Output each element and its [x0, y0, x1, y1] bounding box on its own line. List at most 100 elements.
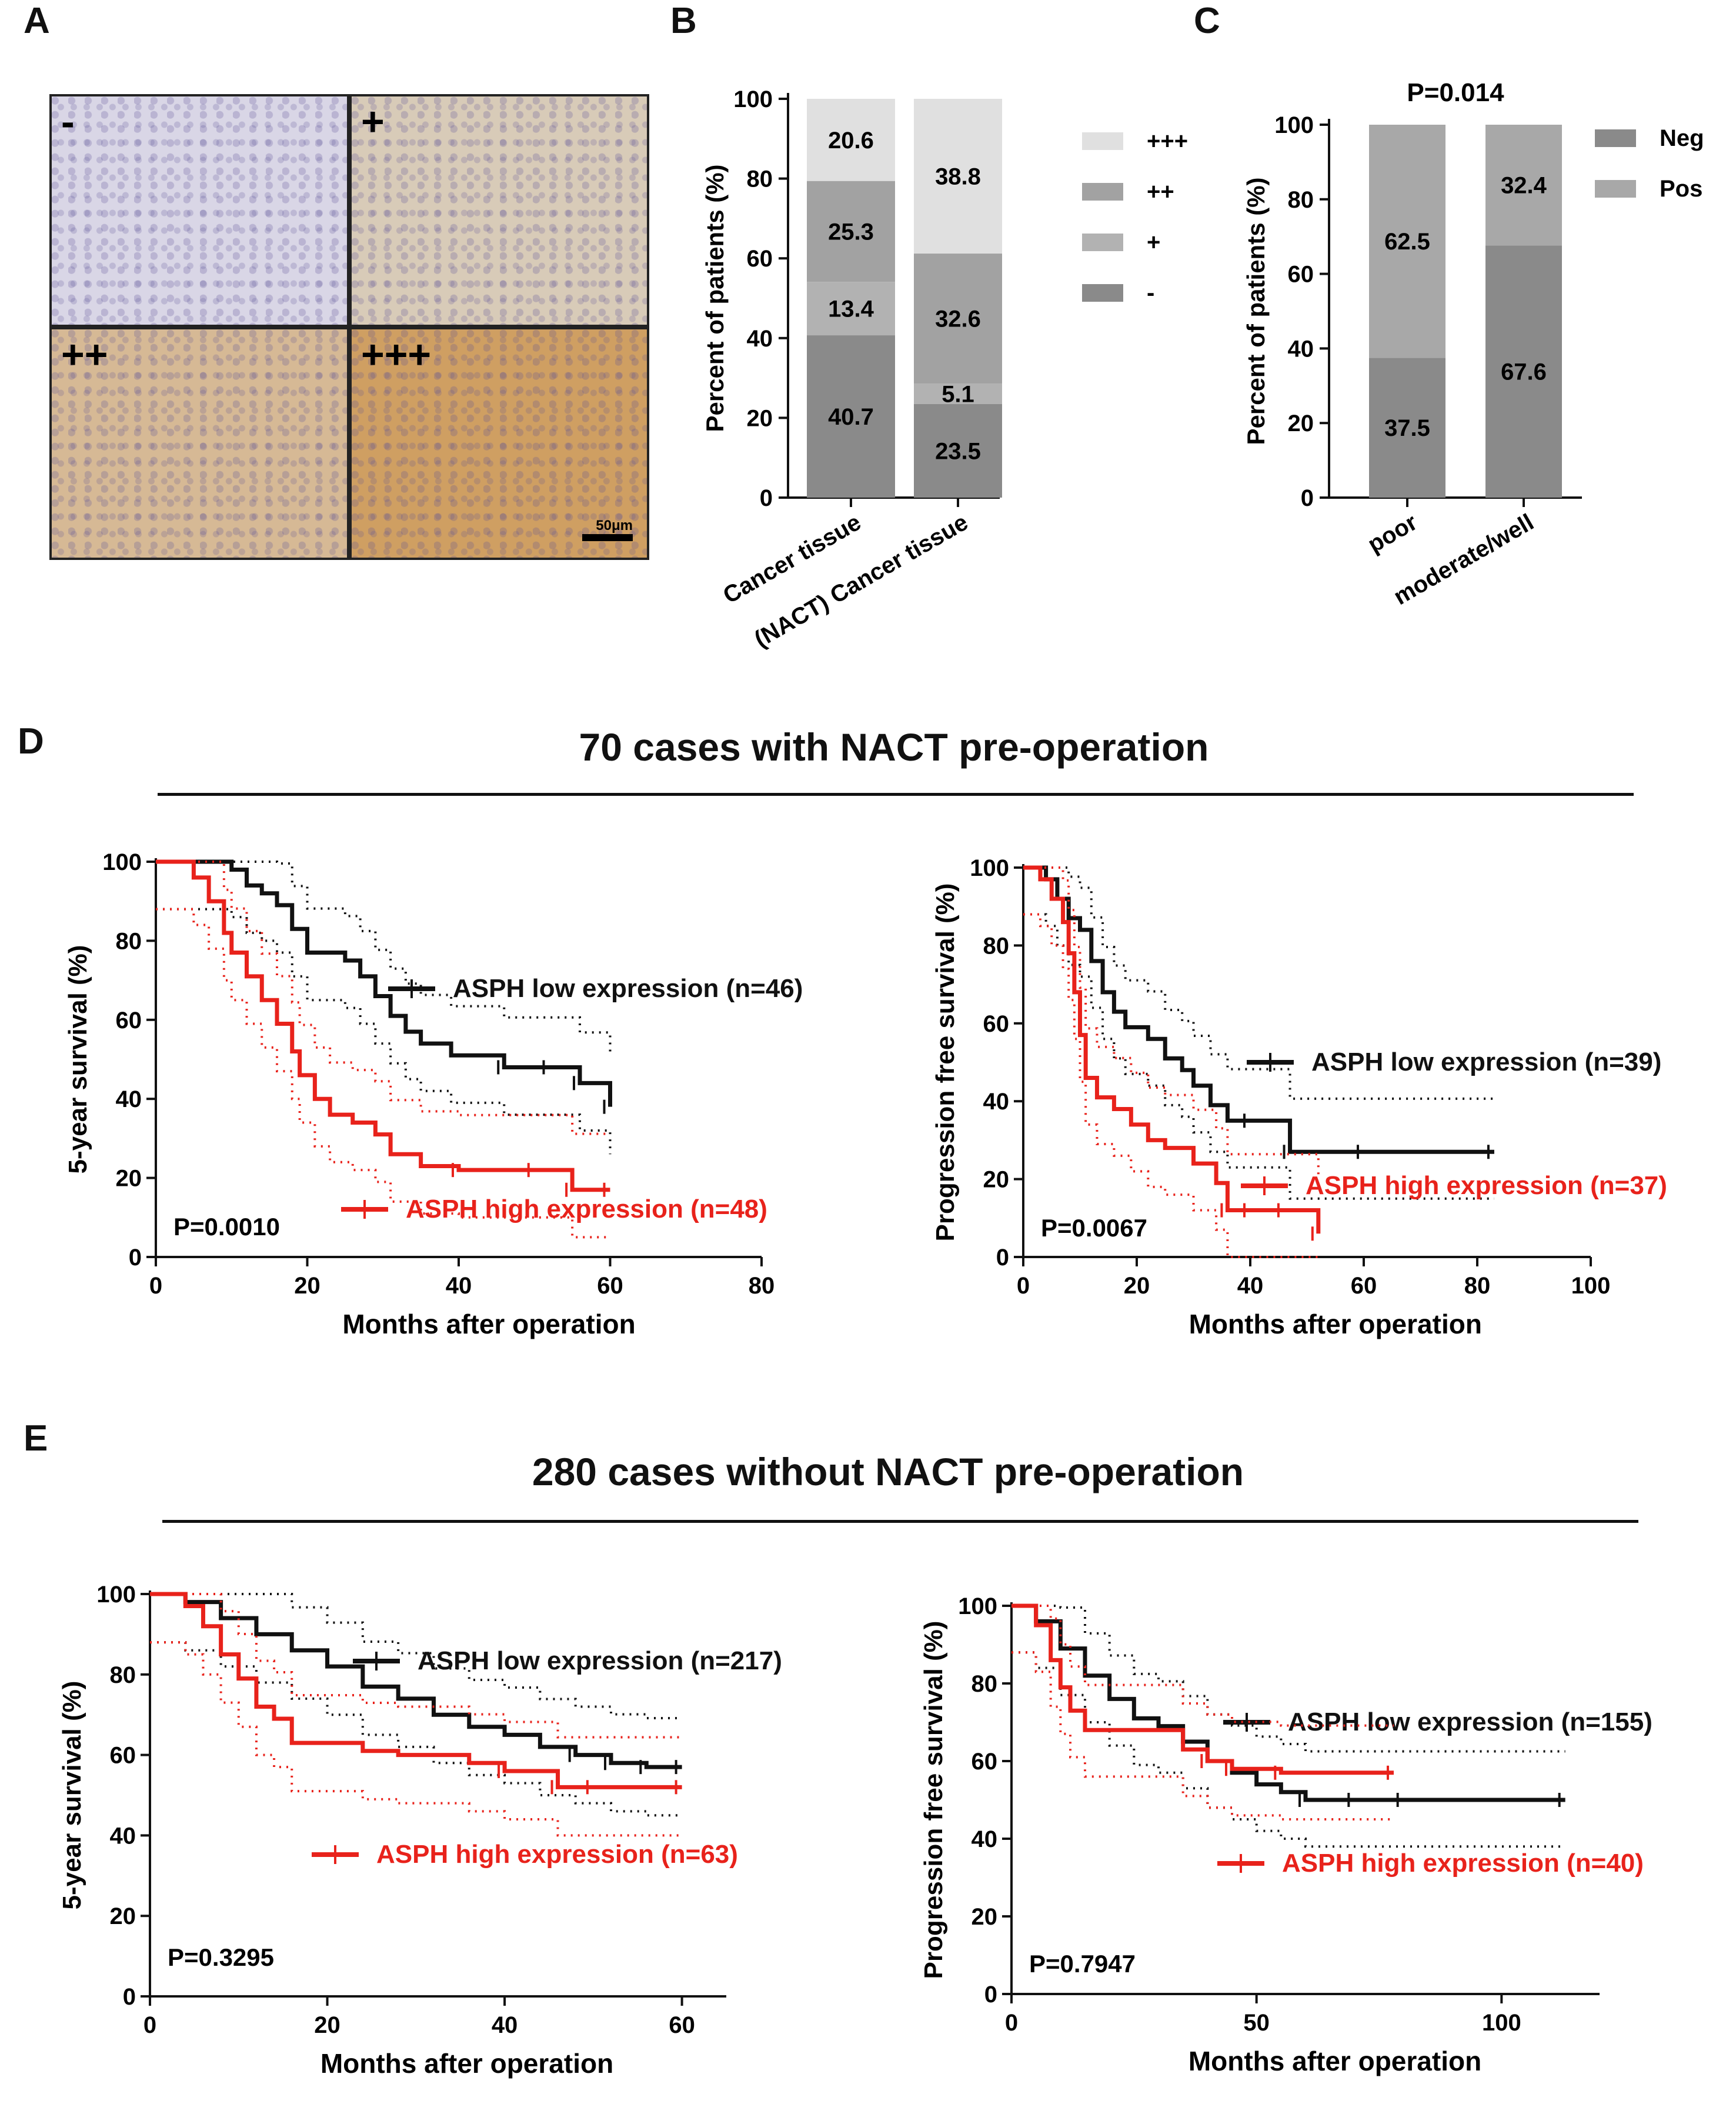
x-tick-label: 20	[294, 1273, 321, 1299]
y-tick-label: 0	[1301, 485, 1314, 511]
y-axis-label: 5-year survival (%)	[64, 945, 92, 1174]
data-label: 20.6	[828, 128, 874, 154]
legend-label: -	[1147, 280, 1154, 306]
y-tick-label: 60	[972, 1749, 998, 1775]
scale-bar-label: 50μm	[596, 518, 633, 533]
x-tick-label: 100	[1571, 1273, 1611, 1299]
y-tick-label: 40	[110, 1823, 136, 1849]
data-label: 25.3	[828, 219, 874, 245]
ihc-tile-label: +	[361, 99, 385, 144]
y-tick-label: 0	[996, 1245, 1009, 1271]
ci-lower-line	[156, 908, 612, 1155]
y-tick-label: 0	[760, 485, 773, 511]
section-d-title: 70 cases with NACT pre-operation	[579, 725, 1209, 769]
y-axis-label: Percent of patients (%)	[1242, 177, 1270, 445]
panel-letter-e: E	[24, 1418, 48, 1459]
y-tick-label: 0	[129, 1245, 142, 1271]
bar-segment	[1369, 125, 1445, 358]
chart-title: P=0.014	[1407, 78, 1504, 107]
y-tick-label: 20	[747, 405, 773, 431]
bar-segment	[807, 181, 895, 282]
y-tick-label: 100	[102, 849, 142, 875]
survival-curve	[156, 859, 612, 1107]
x-tick-label: 60	[1351, 1273, 1377, 1299]
legend-label: Pos	[1660, 176, 1702, 202]
scale-bar	[582, 534, 633, 541]
legend-label: ASPH low expression (n=217)	[418, 1646, 782, 1675]
data-label: 40.7	[828, 404, 874, 430]
y-tick-label: 60	[116, 1008, 142, 1033]
y-tick-label: 40	[1288, 336, 1314, 362]
bar-segment	[807, 282, 895, 336]
ihc-tile-neg: -	[49, 94, 349, 327]
y-axis-label: 5-year survival (%)	[58, 1681, 86, 1910]
legend-swatch	[1595, 180, 1636, 198]
legend-swatch	[1082, 132, 1123, 150]
x-tick-label: 100	[1482, 2010, 1521, 2036]
panel-letter-a: A	[24, 1, 50, 41]
y-tick-label: 60	[1288, 262, 1314, 288]
bar-segment	[807, 335, 895, 498]
y-axis-label: Percent of patients (%)	[701, 164, 729, 432]
chart-d-overall-survival: 0 20 40 60 80 100 0 20 40 60 80 Months after operat…	[64, 849, 803, 1339]
x-axis-label: Months after operation	[342, 1309, 635, 1339]
y-tick-label: 40	[972, 1826, 998, 1852]
bar-segment	[1485, 245, 1562, 498]
legend-label: ASPH low expression (n=39)	[1311, 1048, 1661, 1076]
data-label: 5.1	[942, 381, 974, 407]
x-axis-label: Months after operation	[321, 2048, 613, 2079]
y-axis-label: Progression free survival (%)	[919, 1621, 948, 1979]
y-tick-label: 20	[972, 1904, 998, 1930]
y-tick-label: 40	[116, 1086, 142, 1112]
y-tick-label: 100	[1274, 112, 1314, 138]
bar-segment	[914, 254, 1002, 384]
y-tick-label: 80	[1288, 187, 1314, 213]
y-tick-label: 80	[972, 1671, 998, 1697]
p-value-label: P=0.0067	[1041, 1214, 1147, 1242]
legend-swatch	[1595, 129, 1636, 147]
y-tick-label: 40	[983, 1089, 1010, 1115]
survival-curve	[1023, 865, 1321, 1234]
x-tick-label: 20	[1124, 1273, 1150, 1299]
survival-curve	[1023, 865, 1494, 1154]
ci-upper-line	[1023, 866, 1494, 1100]
bar-segment	[1485, 125, 1562, 246]
section-d-rule	[158, 793, 1634, 796]
data-label: 67.6	[1501, 359, 1547, 385]
y-tick-label: 20	[983, 1167, 1010, 1193]
chart-d-progression-free: 0 20 40 60 80 100 0 20 40 60 80 100 Months after ope…	[931, 855, 1667, 1339]
y-tick-label: 100	[96, 1582, 136, 1608]
legend-label: ASPH high expression (n=63)	[376, 1840, 738, 1869]
legend-label: +	[1147, 229, 1160, 255]
tissue-image	[52, 329, 347, 558]
legend-label: ASPH high expression (n=37)	[1306, 1171, 1667, 1200]
legend-label: Neg	[1660, 125, 1704, 151]
ihc-tile-label: ++	[61, 332, 108, 377]
bar-segment	[914, 384, 1002, 404]
x-tick-label: 0	[149, 1273, 162, 1299]
y-tick-label: 80	[747, 166, 773, 192]
tissue-image	[352, 96, 647, 325]
ci-lower-line	[1011, 1651, 1565, 1848]
y-tick-label: 20	[116, 1166, 142, 1192]
legend-label: ASPH high expression (n=48)	[406, 1195, 767, 1223]
y-tick-label: 100	[733, 86, 773, 112]
ihc-tile-plus: +	[349, 94, 649, 327]
survival-curve	[150, 1592, 682, 1769]
ci-lower-line	[156, 908, 610, 1239]
x-tick-label: 20	[314, 2012, 340, 2038]
legend-label: ASPH low expression (n=155)	[1288, 1708, 1652, 1736]
y-tick-label: 80	[116, 928, 142, 954]
chart-c-stacked-bar: 0 20 40 60 80 100 Percent of patients (%) P=0.0…	[1242, 78, 1704, 610]
y-tick-label: 80	[110, 1662, 136, 1688]
survival-curve	[150, 1592, 682, 1789]
bar-segment	[1369, 358, 1445, 498]
x-tick-label: 50	[1243, 2010, 1270, 2036]
ihc-tile-label: +++	[361, 332, 432, 377]
y-tick-label: 60	[747, 246, 773, 272]
ihc-tile-plus3: +++ 50μm	[349, 327, 649, 560]
x-tick-label: 40	[446, 1273, 472, 1299]
x-tick-label: 60	[597, 1273, 623, 1299]
data-label: 32.4	[1501, 173, 1547, 199]
